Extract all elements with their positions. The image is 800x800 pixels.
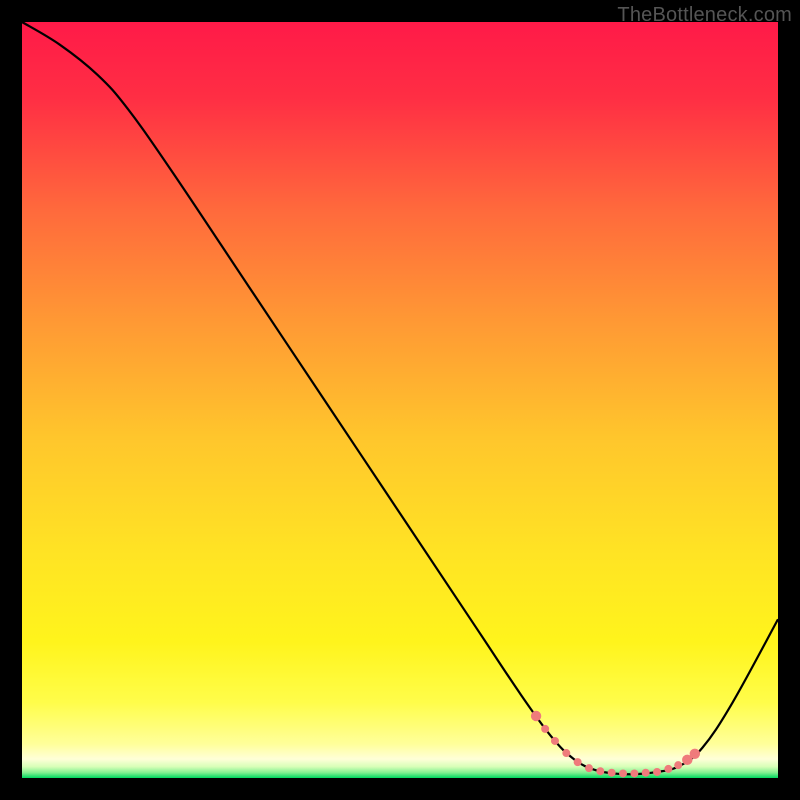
curve-marker [630,769,638,777]
curve-marker [585,764,593,772]
curve-marker [596,767,604,775]
curve-marker [664,765,672,773]
curve-marker [562,749,570,757]
curve-marker [619,769,627,777]
curve-marker [574,758,582,766]
curve-marker [653,768,661,776]
curve-marker [531,711,541,721]
plot-background [22,22,778,778]
chart-svg [0,0,800,800]
curve-marker [541,725,549,733]
bottleneck-chart: TheBottleneck.com [0,0,800,800]
watermark-text: TheBottleneck.com [617,4,792,27]
curve-marker [642,769,650,777]
curve-marker [608,769,616,777]
curve-marker [551,737,559,745]
curve-marker [690,749,700,759]
curve-marker [674,761,682,769]
